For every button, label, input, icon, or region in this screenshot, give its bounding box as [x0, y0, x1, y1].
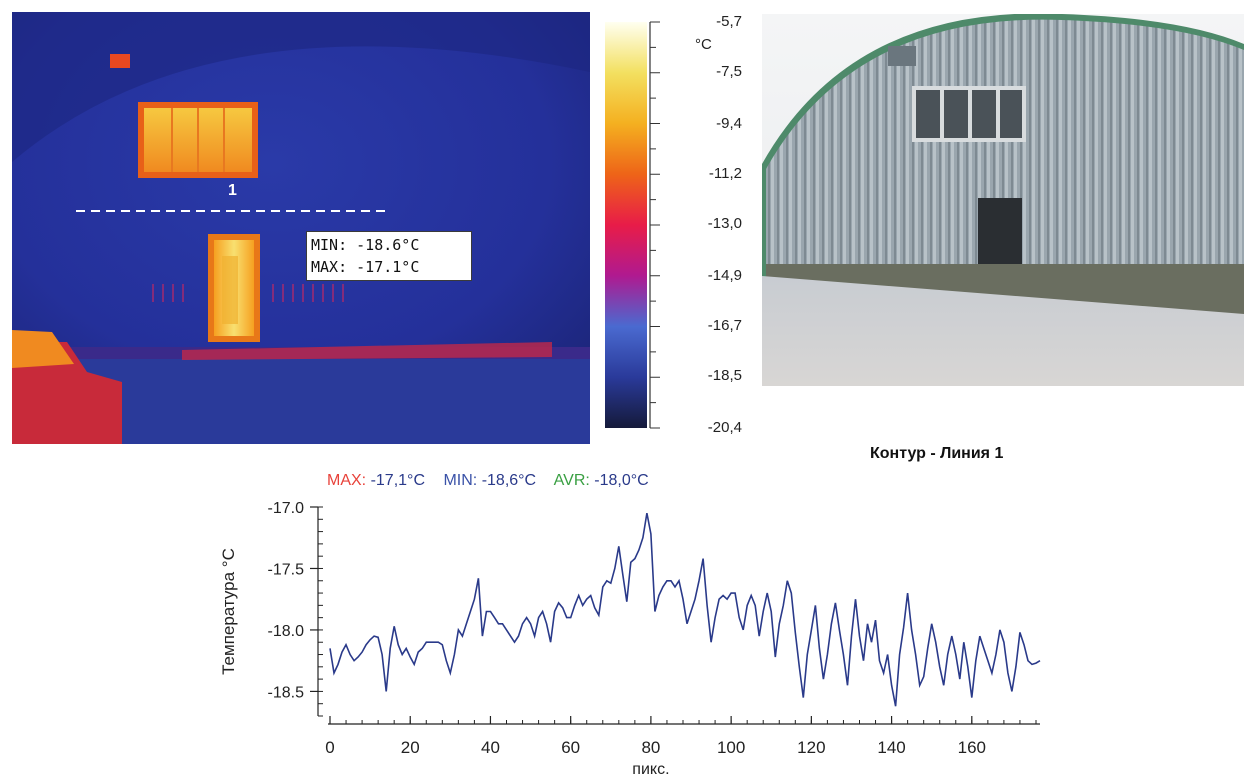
color-scale-tick-label: -11,2 — [708, 164, 742, 182]
temperature-readout: MIN: -18.6°C MAX: -17.1°C — [306, 231, 472, 281]
thermal-car — [12, 342, 122, 444]
stat-min-value: -18,6°C — [481, 472, 537, 489]
color-scale-tick-label: -14,9 — [707, 267, 742, 285]
stat-avr-key: AVR: — [553, 472, 590, 489]
y-tick-label: -18.0 — [268, 623, 305, 640]
chart-stats: MAX: -17,1°C MIN: -18,6°C AVR: -18,0°C — [327, 472, 663, 490]
y-axis-label: Температура °C — [219, 548, 238, 675]
thermal-sky — [12, 12, 590, 162]
x-tick-label: 160 — [958, 738, 986, 757]
x-tick-label: 100 — [717, 738, 745, 757]
color-scale-ticks — [650, 21, 660, 429]
y-axis: -17.0 -17.5 -18.0 -18.5 — [268, 500, 323, 717]
thermal-image: 1 MIN: -18.6°C MAX: -17.1°C — [12, 12, 590, 444]
color-scale-tick-label: -13,0 — [707, 214, 742, 232]
color-scale-bar — [605, 22, 647, 428]
photo-wall-unit — [888, 46, 916, 66]
color-scale-unit: °C — [695, 36, 712, 53]
color-scale-tick-label: -16,7 — [707, 316, 742, 334]
series-line-profile — [329, 512, 1041, 707]
x-tick-label: 40 — [481, 738, 500, 757]
photo-ground — [762, 276, 1244, 386]
y-tick-label: -17.5 — [268, 561, 305, 578]
x-tick-label: 0 — [325, 738, 334, 757]
color-scale — [600, 10, 760, 440]
profile-line-label: 1 — [228, 182, 237, 199]
thermal-wall-ribs — [152, 284, 344, 302]
color-scale-tick-label: -9,4 — [716, 115, 742, 133]
profile-chart: -17.0 -17.5 -18.0 -18.5 0 20 40 60 80 100 120 140 1… — [190, 490, 1070, 778]
x-tick-label: 140 — [877, 738, 905, 757]
thermal-hotspot — [110, 54, 130, 68]
color-scale-canvas — [605, 21, 660, 429]
x-axis: 0 20 40 60 80 100 120 140 160 — [325, 716, 1040, 757]
stat-min-key: MIN: — [443, 472, 478, 489]
x-tick-label: 20 — [401, 738, 420, 757]
thermal-foundation-strip — [182, 342, 552, 360]
x-tick-label: 120 — [797, 738, 825, 757]
x-axis-label: пикс. — [632, 761, 669, 776]
building-photo-canvas — [762, 14, 1244, 386]
y-tick-label: -17.0 — [268, 500, 305, 517]
stat-max-value: -17,1°C — [370, 472, 425, 489]
stat-avr-value: -18,0°C — [594, 472, 649, 489]
x-tick-label: 80 — [641, 738, 660, 757]
readout-max: MAX: -17.1°C — [311, 258, 420, 276]
chart-title: Контур - Линия 1 — [870, 445, 1004, 462]
x-tick-label: 60 — [561, 738, 580, 757]
y-tick-label: -18.5 — [268, 684, 305, 701]
color-scale-tick-label: -18,5 — [707, 366, 742, 384]
readout-min: MIN: -18.6°C — [311, 236, 420, 254]
color-scale-tick-label: -5,7 — [716, 13, 742, 30]
building-photo — [762, 14, 1244, 386]
color-scale-tick-label: -20,4 — [707, 419, 742, 436]
thermal-car-hot — [12, 330, 74, 368]
profile-chart-canvas: -17.0 -17.5 -18.0 -18.5 0 20 40 60 80 100 120 140 1… — [219, 500, 1041, 778]
thermal-image-canvas — [12, 12, 590, 444]
stat-max-key: MAX: — [327, 472, 367, 489]
color-scale-tick-label: -7,5 — [716, 62, 742, 80]
